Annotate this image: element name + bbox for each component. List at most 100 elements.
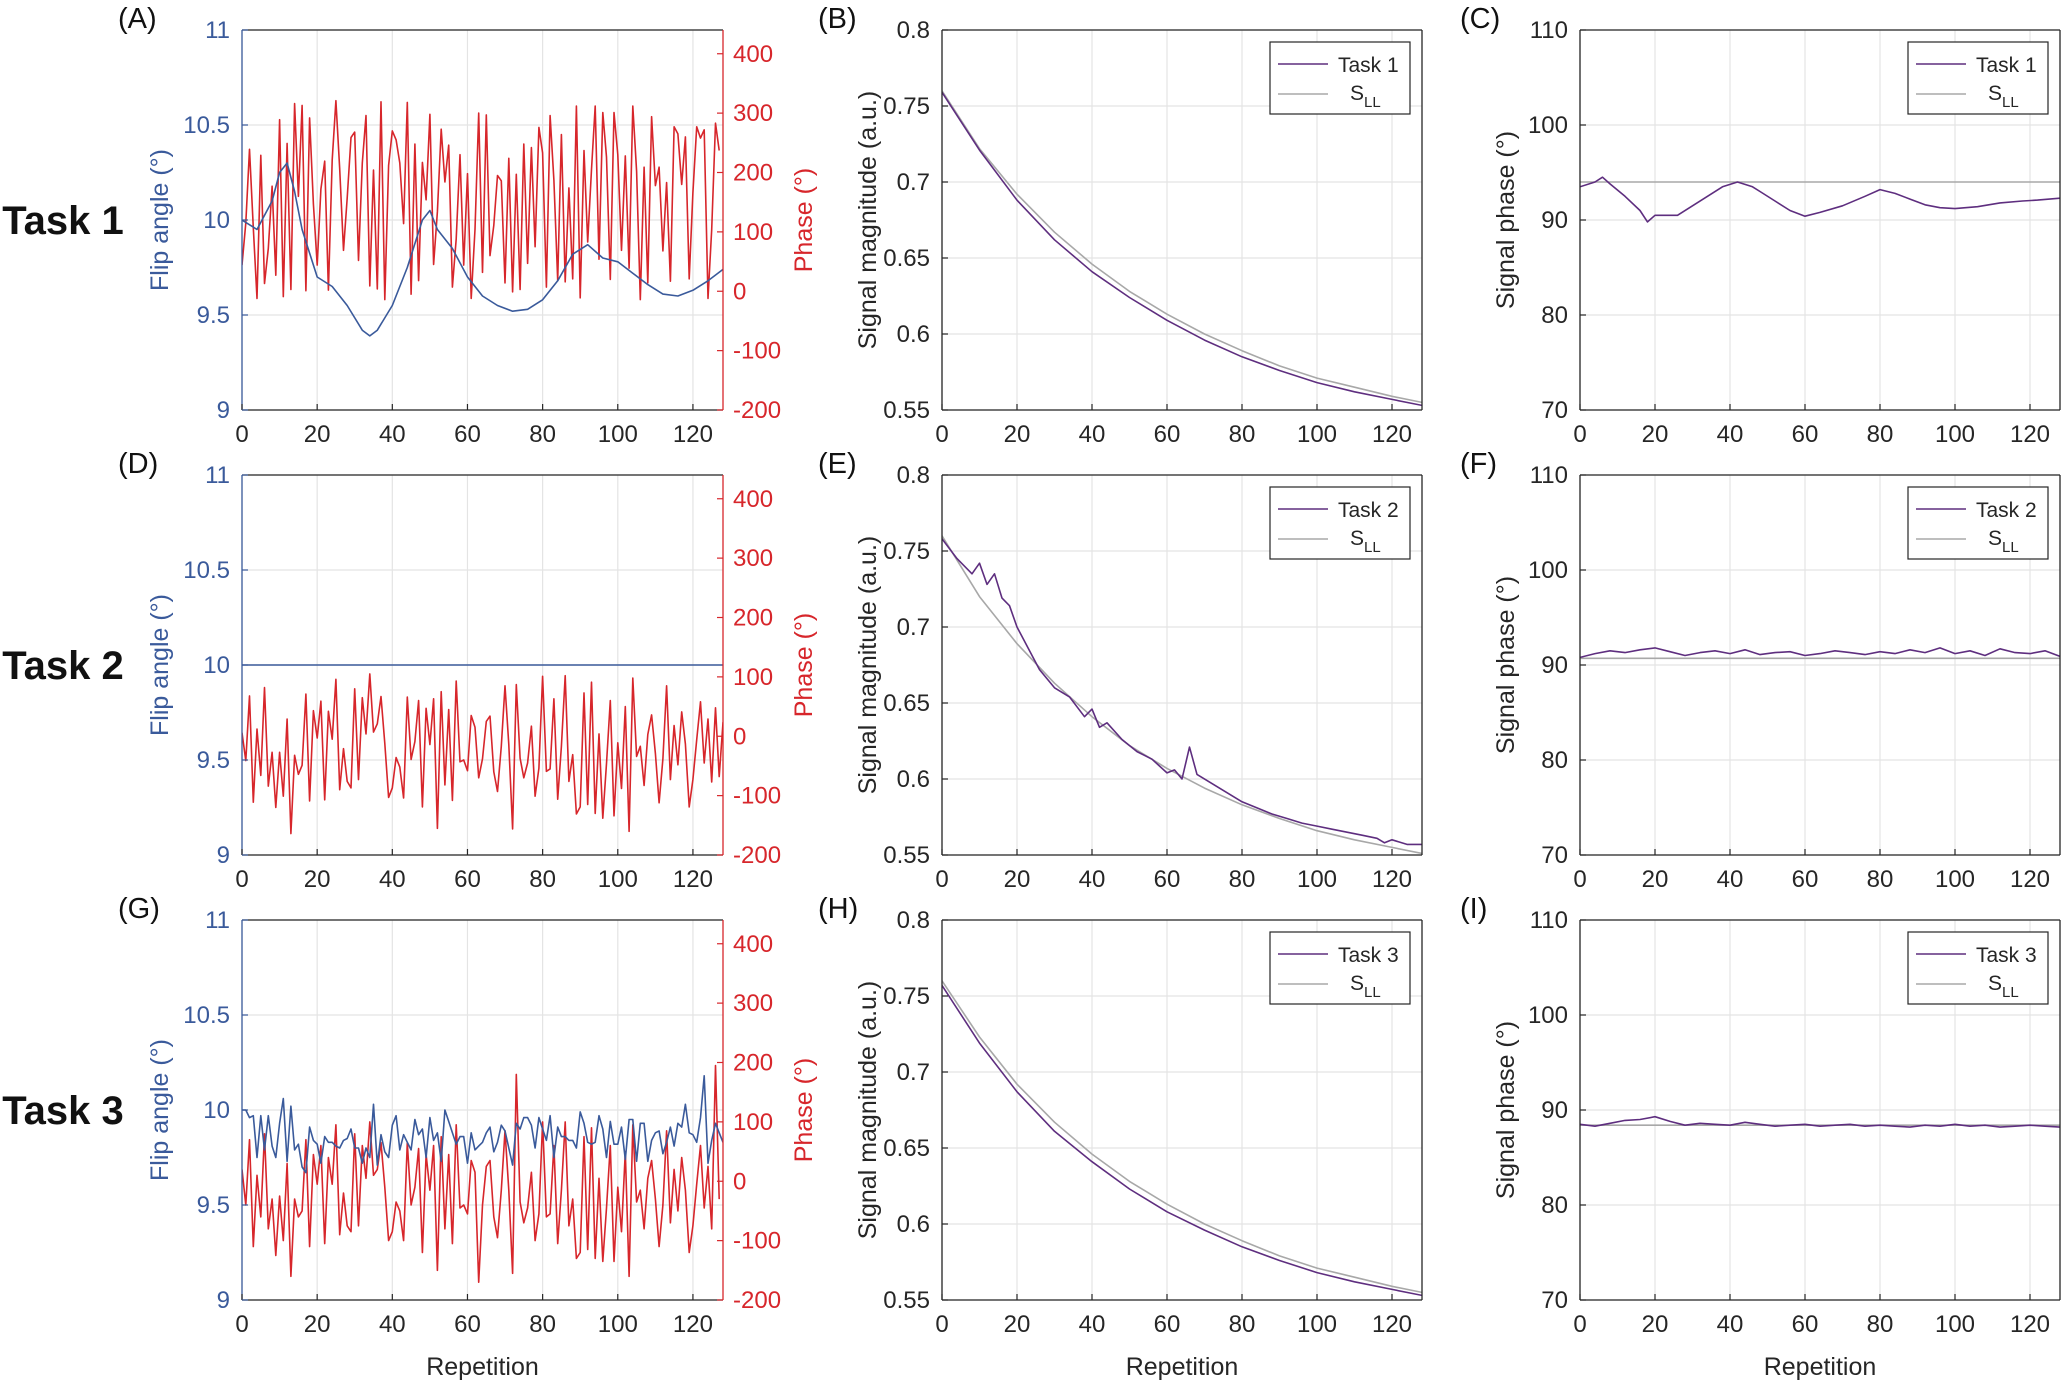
row-label: Task 2 [2,644,124,688]
x-tick-label: 80 [529,1311,556,1338]
x-tick-label: 0 [935,421,948,448]
y-tick-label: 9.5 [197,302,230,329]
x-tick-label: 60 [1792,421,1819,448]
y-axis-label: Flip angle (°) [146,594,174,736]
signal-series [1580,647,2060,659]
x-tick-label: 80 [1229,866,1256,893]
y-tick-label: 0.55 [883,842,930,869]
y-tick-label-right: -200 [733,1287,781,1314]
x-tick-label: 100 [598,421,638,448]
x-tick-label: 100 [598,1311,638,1338]
y-tick-label: 100 [1528,1002,1568,1029]
reference-series [942,535,1422,855]
legend-ref-main: S [1350,972,1364,995]
y-tick-label: 110 [1530,907,1568,934]
phase-series [242,99,720,301]
legend-box [1907,41,2049,115]
legend-ref-main: S [1350,527,1364,550]
y-tick-label: 9 [217,397,230,424]
x-tick-label: 40 [379,866,406,893]
panel-tag: (A) [118,3,157,35]
flip-angle-series [242,162,723,337]
x-tick-label: 100 [1935,421,1975,448]
x-tick-label: 40 [1079,421,1106,448]
y-tick-label: 0.55 [883,1287,930,1314]
y-tick-label: 0.65 [883,1135,930,1162]
x-tick-label: 40 [1079,1311,1106,1338]
x-tick-label: 60 [1154,421,1181,448]
panel-tag: (E) [818,448,857,480]
y-tick-label-right: 100 [733,219,773,246]
x-tick-label: 20 [304,1311,331,1338]
y-axis-label: Flip angle (°) [146,149,174,291]
x-tick-label: 40 [1717,866,1744,893]
y-tick-label-right: 0 [733,1168,746,1195]
y-tick-label: 70 [1541,842,1568,869]
y-axis-label: Signal phase (°) [1492,576,1520,754]
y-tick-label: 80 [1541,1192,1568,1219]
legend-ref-subscript: LL [1364,539,1381,556]
panel-tag: (H) [818,893,858,925]
y-tick-label-right: 400 [733,931,773,958]
row-label: Task 3 [2,1089,124,1133]
x-tick-label: 120 [673,1311,713,1338]
x-tick-label: 80 [1867,421,1894,448]
y-tick-label-right: 0 [733,278,746,305]
x-tick-label: 0 [235,866,248,893]
y-tick-label-right: 400 [733,486,773,513]
legend-ref-subscript: LL [2002,94,2019,111]
x-tick-label: 0 [235,421,248,448]
x-tick-label: 100 [1297,1311,1337,1338]
x-tick-label: 40 [379,421,406,448]
x-tick-label: 0 [935,1311,948,1338]
y-tick-label-right: -200 [733,397,781,424]
y-tick-label: 100 [1528,112,1568,139]
row-label: Task 1 [2,199,124,243]
y-axis-label: Signal magnitude (a.u.) [854,91,882,349]
y-tick-label: 9.5 [197,747,230,774]
y-tick-label: 0.7 [897,1059,930,1086]
x-tick-label: 0 [235,1311,248,1338]
y-tick-label-right: 400 [733,41,773,68]
y-tick-label-right: 200 [733,160,773,187]
y-tick-label: 0.6 [897,321,930,348]
legend-ref-main: S [1988,527,2002,550]
x-tick-label: 80 [529,866,556,893]
legend-box [1269,486,1411,560]
phase-series [242,1064,720,1283]
x-tick-label: 0 [1573,421,1586,448]
x-axis-label: Repetition [426,1353,539,1381]
x-tick-label: 20 [1004,421,1031,448]
x-axis-label: Repetition [1126,1353,1239,1381]
legend-label-reference: SLL [1988,972,2019,1001]
x-axis-label: Repetition [1764,1353,1877,1381]
x-tick-label: 20 [304,421,331,448]
x-tick-label: 120 [2010,1311,2050,1338]
legend-label-reference: SLL [1350,527,1381,556]
panel-tag: (I) [1460,893,1487,925]
panel-tag: (D) [118,448,158,480]
y-tick-label: 90 [1541,1097,1568,1124]
x-tick-label: 80 [529,421,556,448]
y-tick-label: 0.65 [883,690,930,717]
legend-label-reference: SLL [1350,972,1381,1001]
reference-series [942,980,1422,1294]
y-axis-label: Signal phase (°) [1492,131,1520,309]
y-tick-label: 100 [1528,557,1568,584]
panel-flip-phase: 0 20 40 60 80 100 120 9 9.5 10 10.5 11 -200 -100 0 100 2… [118,3,818,448]
legend-label-task: Task 1 [1976,54,2037,77]
signal-series [1580,176,2060,223]
x-tick-label: 100 [1297,866,1337,893]
y-tick-label-right: 300 [733,990,773,1017]
y-axis-label: Signal phase (°) [1492,1021,1520,1199]
y-tick-label: 10 [203,652,230,679]
x-tick-label: 80 [1867,866,1894,893]
y-axis-label: Phase (°) [790,1058,818,1162]
y-axis-label: Signal magnitude (a.u.) [854,981,882,1239]
y-tick-label: 10.5 [183,112,230,139]
y-axis-label: Phase (°) [790,168,818,272]
y-tick-label-right: 300 [733,100,773,127]
y-tick-label: 10 [203,1097,230,1124]
legend-box [1269,931,1411,1005]
y-tick-label: 110 [1530,462,1568,489]
